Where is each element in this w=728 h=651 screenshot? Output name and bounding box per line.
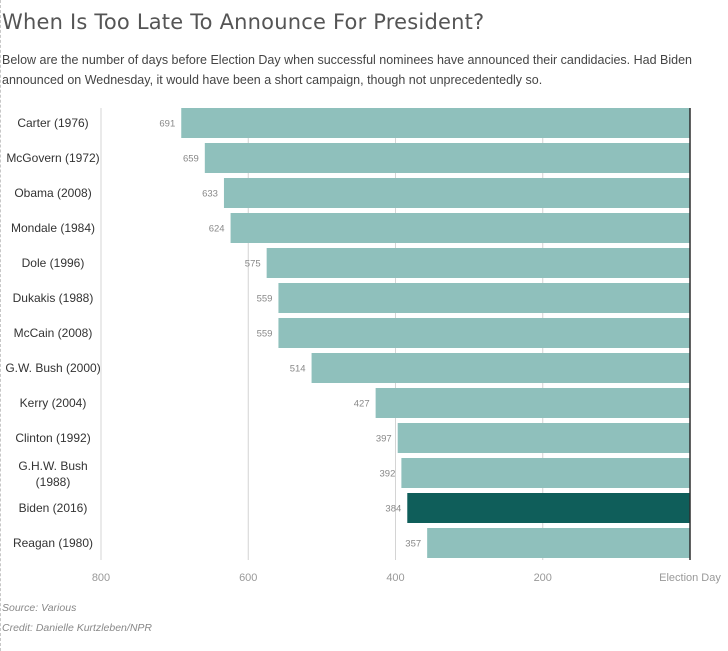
value-label: 392 [380, 469, 396, 480]
source-note: Source: Various [2, 602, 77, 614]
x-tick-label: 400 [386, 572, 404, 584]
value-label: 357 [405, 539, 421, 550]
x-tick-label: Election Day [659, 572, 721, 584]
value-label: 624 [209, 224, 225, 235]
chart-title: When Is Too Late To Announce For Preside… [2, 10, 485, 34]
bar [311, 353, 690, 383]
bar [401, 458, 690, 488]
value-label: 691 [159, 119, 175, 130]
value-label: 559 [257, 329, 273, 340]
value-label: 427 [354, 399, 370, 410]
chart-subtitle: Below are the number of days before Elec… [2, 53, 692, 87]
value-label: 514 [290, 364, 306, 375]
value-label: 559 [257, 294, 273, 305]
category-label: Dole (1996) [22, 256, 85, 270]
value-label: 575 [245, 259, 261, 270]
bar [278, 283, 690, 313]
bar [181, 108, 690, 138]
value-label: 397 [376, 434, 392, 445]
bar [397, 423, 690, 453]
category-label: Reagan (1980) [13, 536, 93, 550]
value-label: 633 [202, 189, 218, 200]
bar [427, 528, 690, 558]
category-label: Obama (2008) [14, 186, 91, 200]
x-tick-label: 800 [92, 572, 110, 584]
x-tick-label: 200 [534, 572, 552, 584]
value-label: 384 [385, 504, 401, 515]
bar [266, 248, 690, 278]
category-label: Kerry (2004) [20, 396, 87, 410]
category-label: G.H.W. Bush (1988) [18, 459, 87, 489]
bar [230, 213, 690, 243]
category-label: G.W. Bush (2000) [5, 361, 100, 375]
category-label: Carter (1976) [17, 116, 88, 130]
bar [223, 178, 691, 208]
category-label: McCain (2008) [14, 326, 93, 340]
category-label: McGovern (1972) [6, 151, 99, 165]
x-tick-label: 600 [239, 572, 257, 584]
category-label: Clinton (1992) [15, 431, 90, 445]
bar [278, 318, 690, 348]
category-label: Biden (2016) [19, 501, 88, 515]
value-label: 659 [183, 154, 199, 165]
bar [375, 388, 690, 418]
bar-highlighted [407, 493, 690, 523]
credit-note: Credit: Danielle Kurtzleben/NPR [2, 622, 152, 634]
category-label: Mondale (1984) [11, 221, 95, 235]
left-border [0, 0, 1, 651]
bar-chart: 800 600 400 200 Election Day 691 Carter (1976)… [5, 108, 721, 584]
category-label: Dukakis (1988) [13, 291, 94, 305]
bar [204, 143, 690, 173]
